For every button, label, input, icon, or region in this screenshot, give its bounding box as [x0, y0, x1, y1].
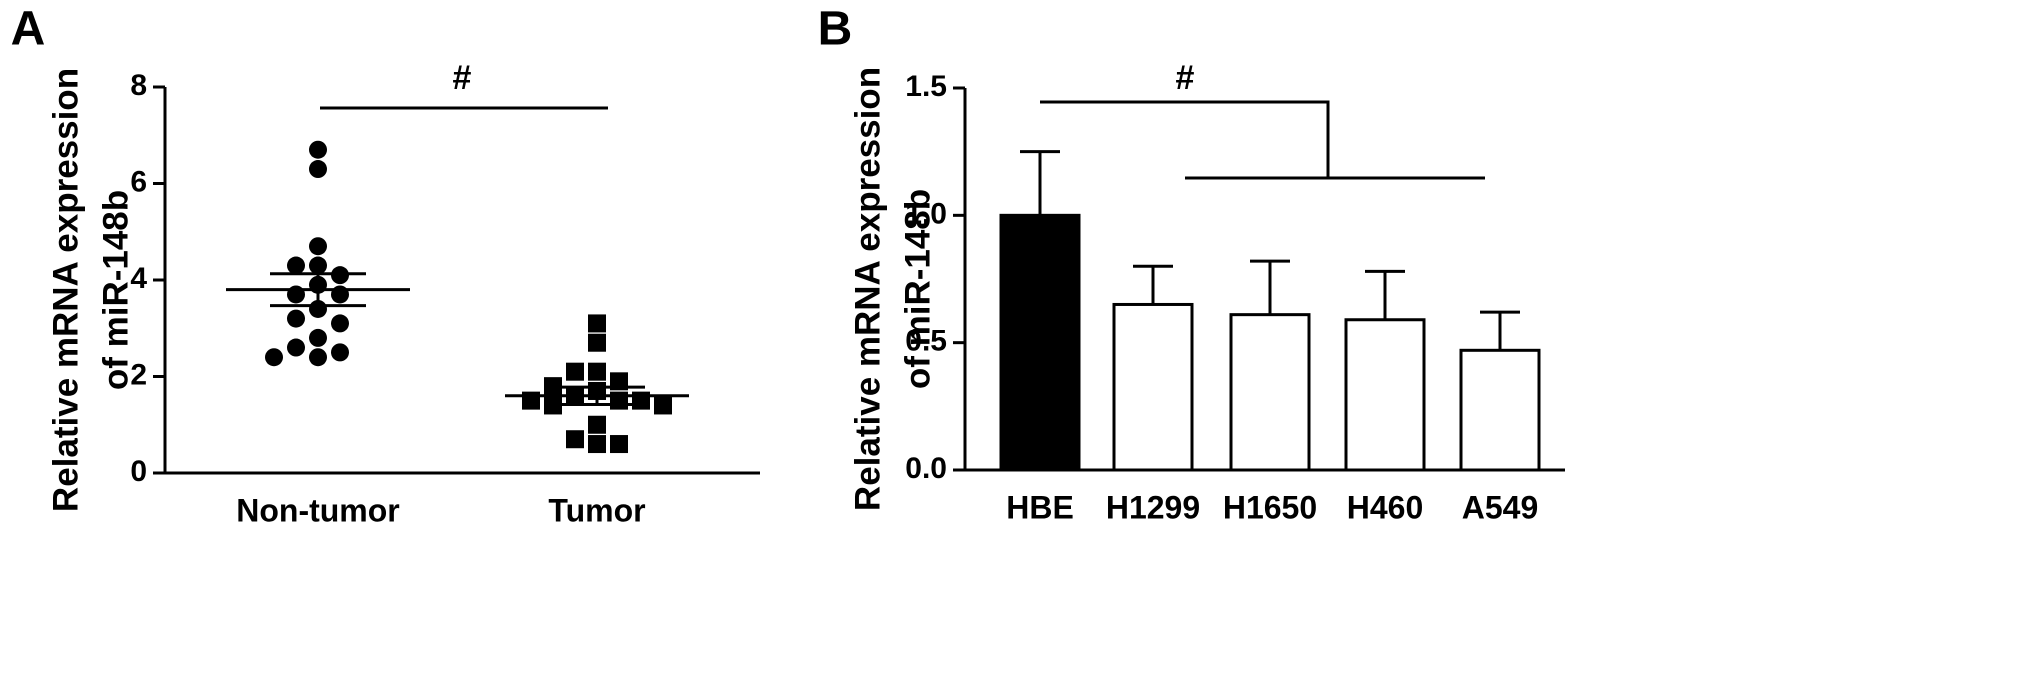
data-point — [331, 314, 349, 333]
x-tick-label: A549 — [1462, 489, 1539, 525]
data-point — [588, 314, 606, 333]
x-tick-label: H1650 — [1223, 489, 1317, 525]
y-tick-label: 4 — [130, 262, 147, 295]
data-point — [287, 309, 305, 328]
bar — [1344, 318, 1426, 472]
significance-bracket — [1040, 100, 1485, 180]
bar — [1229, 313, 1311, 472]
y-axis-label: Relative mRNA expression — [848, 67, 887, 511]
data-point — [654, 396, 672, 415]
bar — [1112, 302, 1194, 472]
panel-label: A — [11, 3, 46, 56]
y-axis-label: of miR-148b — [898, 189, 937, 389]
data-point — [331, 343, 349, 362]
y-tick-label: 0.0 — [905, 452, 947, 485]
data-point — [610, 435, 628, 454]
panel-label: B — [818, 3, 853, 56]
annotation: # — [1176, 59, 1195, 97]
y-tick-label: 6 — [130, 165, 147, 198]
y-tick-label: 1.5 — [905, 70, 947, 103]
data-point — [287, 338, 305, 357]
y-axis-label: Relative mRNA expression — [46, 68, 85, 512]
x-tick-label: Tumor — [548, 492, 645, 528]
data-point — [566, 430, 584, 449]
data-point — [309, 160, 327, 179]
data-point — [309, 140, 327, 159]
y-tick-label: 0.5 — [905, 325, 947, 358]
y-tick-label: 8 — [130, 69, 147, 102]
data-point — [309, 237, 327, 256]
bar — [1459, 348, 1541, 472]
bar — [999, 213, 1081, 472]
y-tick-label: 1.0 — [905, 197, 947, 230]
data-point — [309, 256, 327, 275]
data-point — [265, 348, 283, 367]
x-tick-label: H460 — [1347, 489, 1424, 525]
data-point — [287, 256, 305, 275]
x-tick-label: HBE — [1006, 489, 1074, 525]
y-tick-label: 2 — [130, 358, 147, 391]
x-tick-label: Non-tumor — [236, 492, 400, 528]
y-axis-label: of miR-148b — [96, 190, 135, 390]
x-tick-label: H1299 — [1106, 489, 1200, 525]
data-point — [588, 415, 606, 434]
data-point — [588, 333, 606, 352]
data-point — [566, 362, 584, 381]
data-point — [588, 435, 606, 454]
y-tick-label: 0 — [130, 455, 147, 488]
data-point — [309, 348, 327, 367]
data-point — [309, 328, 327, 347]
data-point — [588, 362, 606, 381]
annotation: # — [453, 59, 472, 97]
